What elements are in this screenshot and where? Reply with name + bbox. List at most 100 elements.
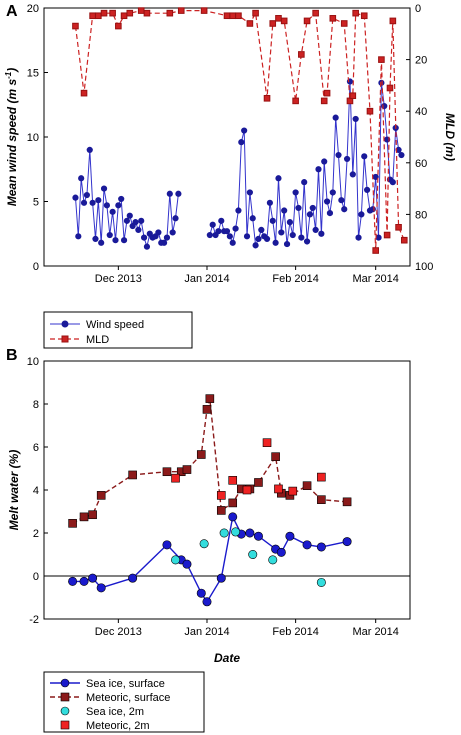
wind-speed-point bbox=[321, 158, 328, 165]
wind-speed-point bbox=[301, 179, 308, 186]
wind-speed-point bbox=[112, 237, 119, 244]
meteoric-surface-point bbox=[96, 491, 106, 500]
panel-a-right-tick-label: 20 bbox=[415, 55, 427, 67]
legend-mld-label: MLD bbox=[86, 334, 109, 346]
sea-ice-surface-point bbox=[216, 573, 226, 583]
wind-speed-point bbox=[364, 186, 371, 193]
wind-speed-point bbox=[338, 197, 345, 204]
wind-speed-point bbox=[323, 198, 331, 205]
mld-point bbox=[340, 20, 348, 27]
wind-speed-point bbox=[118, 195, 125, 203]
wind-speed-point bbox=[255, 235, 262, 243]
wind-speed-point bbox=[266, 199, 273, 206]
panel-b-series bbox=[68, 394, 352, 607]
wind-speed-point bbox=[272, 239, 279, 246]
panel-a-left-tick-label: 5 bbox=[33, 197, 39, 209]
panel-b-x-tick-label: Feb 2014 bbox=[272, 626, 318, 638]
wind-speed-point bbox=[281, 207, 288, 214]
panel-b-legend: Sea ice, surface Meteoric, surface Sea i… bbox=[43, 671, 205, 733]
meteoric-surface-point bbox=[88, 510, 97, 520]
mld-point bbox=[109, 9, 116, 17]
panel-a-right-tick-label: 60 bbox=[415, 158, 427, 170]
sea-ice-surface-point bbox=[245, 528, 255, 538]
mld-point bbox=[383, 231, 391, 239]
wind-speed-point bbox=[140, 234, 148, 241]
wind-speed-point bbox=[318, 230, 325, 237]
legend-wind-marker bbox=[61, 320, 69, 328]
panel-a-right-tick-label: 80 bbox=[415, 209, 427, 221]
sea-ice-surface-point bbox=[128, 573, 138, 583]
mld-point bbox=[95, 12, 102, 20]
mld-point bbox=[137, 7, 145, 14]
panel-b-y-tick-label: 2 bbox=[33, 528, 39, 540]
wind-speed-point bbox=[172, 215, 179, 222]
sea-ice-2m-point bbox=[231, 527, 241, 537]
wind-speed-point bbox=[215, 228, 222, 235]
legend-mld-marker bbox=[61, 335, 69, 343]
sea-ice-surface-point bbox=[182, 559, 192, 569]
sea-ice-2m-point bbox=[199, 539, 209, 549]
wind-speed-point bbox=[175, 190, 182, 197]
wind-speed-point bbox=[269, 217, 276, 224]
meteoric-surface-point bbox=[228, 498, 238, 508]
sea-ice-surface-point bbox=[228, 512, 238, 522]
panel-a-left-tick-label: 20 bbox=[27, 3, 39, 15]
mld-point bbox=[303, 17, 311, 25]
sea-ice-surface-point bbox=[276, 547, 286, 557]
wind-speed-point bbox=[78, 175, 85, 182]
mld-point bbox=[349, 92, 357, 100]
panel-b-plot-frame bbox=[43, 360, 411, 620]
meteoric-2m-point bbox=[228, 476, 238, 485]
wind-speed-point bbox=[166, 190, 173, 197]
panel-a-series bbox=[72, 7, 408, 254]
mld-point bbox=[323, 89, 331, 97]
wind-speed-point bbox=[275, 175, 282, 182]
panel-b-legend-box bbox=[43, 671, 205, 733]
wind-speed-point bbox=[315, 166, 322, 173]
mld-point bbox=[400, 236, 408, 244]
panel-a-left-tick-label: 15 bbox=[27, 68, 39, 80]
meteoric-surface-point bbox=[271, 452, 280, 461]
wind-speed-point bbox=[160, 239, 168, 246]
wind-speed-point bbox=[143, 243, 151, 250]
panel-a-x-tick-label: Dec 2013 bbox=[95, 273, 142, 285]
mld-point bbox=[115, 22, 122, 30]
wind-speed-point bbox=[115, 202, 122, 209]
meteoric-surface-point bbox=[196, 450, 206, 459]
meteoric-2m-point bbox=[262, 438, 272, 448]
panel-b-y-tick-label: 4 bbox=[33, 485, 39, 497]
sea-ice-surface-point bbox=[316, 542, 326, 552]
wind-speed-point bbox=[95, 197, 102, 204]
sea-ice-surface-point bbox=[68, 576, 78, 586]
wind-speed-point bbox=[100, 185, 108, 192]
meteoric-surface-point bbox=[317, 495, 326, 504]
panel-b-x-tick-label: Mar 2014 bbox=[352, 626, 398, 638]
mld-point bbox=[269, 20, 277, 27]
wind-speed-point bbox=[312, 226, 319, 233]
meteoric-surface-point bbox=[254, 478, 263, 487]
wind-speed-point bbox=[86, 146, 93, 153]
wind-speed-point bbox=[98, 239, 105, 246]
mld-point bbox=[80, 89, 88, 97]
meteoric-surface-point bbox=[216, 506, 226, 515]
wind-speed-point bbox=[309, 204, 316, 212]
sea-ice-surface-point bbox=[253, 531, 263, 541]
panel-a-left-ylabel-close: ) bbox=[5, 68, 19, 74]
mld-point bbox=[235, 12, 242, 20]
wind-speed-point bbox=[326, 210, 334, 217]
wind-speed-point bbox=[329, 189, 336, 196]
wind-speed-point bbox=[235, 207, 242, 214]
legend-seaice-surface-marker bbox=[60, 678, 70, 688]
wind-speed-point bbox=[355, 234, 362, 241]
wind-speed-point bbox=[352, 115, 359, 123]
meteoric-surface-line bbox=[72, 398, 348, 524]
panel-label-a: A bbox=[6, 3, 18, 20]
meteoric-2m-point bbox=[242, 485, 252, 495]
meteoric-surface-point bbox=[182, 465, 192, 474]
sea-ice-surface-point bbox=[285, 531, 295, 541]
sea-ice-surface-point bbox=[79, 576, 89, 586]
panel-a-right-axis: 100 80 60 40 20 0 bbox=[406, 3, 433, 273]
sea-ice-2m-point bbox=[171, 555, 181, 565]
mld-point bbox=[312, 9, 319, 17]
